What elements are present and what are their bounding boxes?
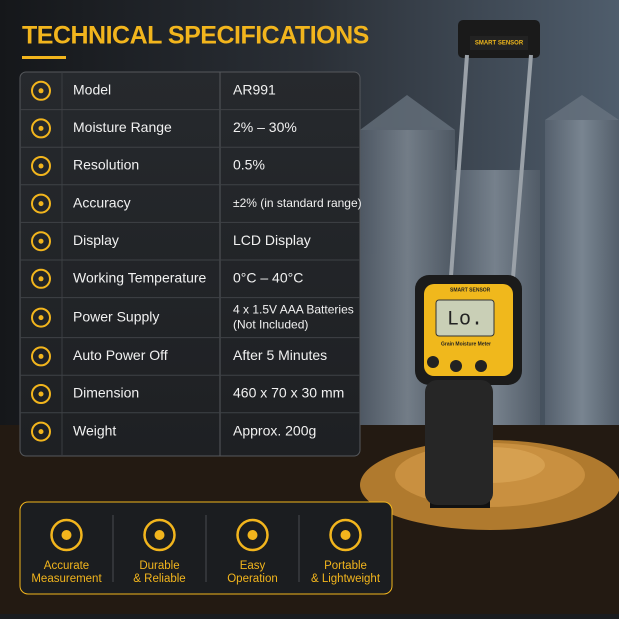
title-underline xyxy=(22,56,66,59)
spec-value: 0°C – 40°C xyxy=(233,270,303,286)
spec-label: Display xyxy=(73,232,119,248)
feature-icon xyxy=(329,518,362,552)
spec-table xyxy=(19,71,361,457)
title: TECHNICAL SPECIFICATIONS xyxy=(22,22,369,50)
spec-icon-dot xyxy=(38,353,44,359)
spec-icon-dot xyxy=(38,125,44,131)
spec-icon xyxy=(31,156,51,176)
spec-label: Moisture Range xyxy=(73,119,172,135)
spec-label: Dimension xyxy=(73,385,139,401)
spec-label: Auto Power Off xyxy=(73,347,168,363)
spec-value: 0.5% xyxy=(233,157,265,173)
device-name: Grain Moisture Meter xyxy=(441,341,491,347)
device-brand: SMART SENSOR xyxy=(450,287,491,293)
feature-icon-dot xyxy=(247,530,258,540)
spec-icon-dot xyxy=(38,315,44,321)
spec-icon-dot xyxy=(38,429,44,435)
meter xyxy=(415,20,540,508)
feature-label: Measurement xyxy=(31,573,102,585)
spec-icon xyxy=(31,193,51,214)
spec-value: Approx. 200g xyxy=(233,422,316,438)
feature-label: Accurate xyxy=(44,560,89,572)
spec-icon-dot xyxy=(38,88,44,94)
spec-icon xyxy=(31,421,51,442)
spec-icon xyxy=(31,268,51,289)
spec-label: Accuracy xyxy=(73,194,131,210)
feature-icon xyxy=(143,518,176,552)
spec-label: Model xyxy=(73,82,111,98)
spec-label: Resolution xyxy=(73,157,139,173)
spec-value: After 5 Minutes xyxy=(233,347,327,363)
device-screen: Lo. xyxy=(447,308,483,331)
feature-icon xyxy=(50,518,83,552)
spec-icon xyxy=(31,307,51,328)
feature-label: Durable xyxy=(139,560,179,572)
spec-value: AR991 xyxy=(233,82,276,98)
feature-label: & Lightweight xyxy=(311,573,381,585)
spec-icon-dot xyxy=(38,238,44,244)
spec-value: 2% – 30% xyxy=(233,119,297,135)
feature-label: Portable xyxy=(324,560,367,572)
spec-label: Power Supply xyxy=(73,308,159,324)
feature-label: Easy xyxy=(240,560,266,572)
spec-value: 4 x 1.5V AAA Batteries xyxy=(233,302,354,316)
spec-label: Working Temperature xyxy=(73,270,207,286)
feature-icon-dot xyxy=(154,530,165,540)
feature-label: & Reliable xyxy=(133,573,185,585)
feature-icon-dot xyxy=(340,530,351,540)
spec-icon-dot xyxy=(38,201,44,207)
spec-value: LCD Display xyxy=(233,232,311,248)
spec-value: ±2% (in standard range) xyxy=(233,196,362,210)
spec-value: (Not Included) xyxy=(233,317,308,331)
feature-icon xyxy=(236,518,269,552)
spec-icon xyxy=(31,384,51,404)
feature-icon-dot xyxy=(61,530,72,540)
spec-value: 460 x 70 x 30 mm xyxy=(233,385,344,401)
spec-label: Weight xyxy=(73,422,116,438)
spec-icon-dot xyxy=(38,391,44,397)
spec-icon xyxy=(31,231,51,252)
device-brand: SMART SENSOR xyxy=(475,41,524,47)
spec-icon xyxy=(31,346,51,367)
spec-icon-dot xyxy=(38,163,44,169)
feature-label: Operation xyxy=(227,573,278,585)
spec-icon xyxy=(31,80,51,101)
spec-icon xyxy=(31,118,51,139)
spec-icon-dot xyxy=(38,276,44,282)
